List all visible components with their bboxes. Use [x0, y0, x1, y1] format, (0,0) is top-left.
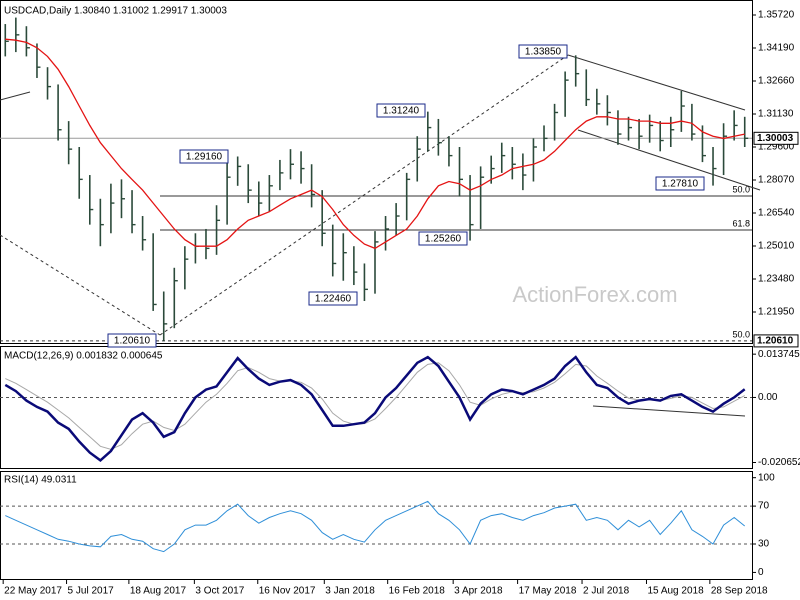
price-label: 1.30003: [757, 133, 794, 144]
x-tick-label: 5 Jul 2017: [68, 586, 115, 597]
indicator-line: [5, 500, 746, 553]
y-tick-label: 1.26540: [758, 208, 795, 219]
x-tick-label: 3 Oct 2017: [195, 586, 244, 597]
y-tick-label: 100: [758, 472, 775, 483]
x-tick-label: 22 May 2017: [4, 586, 62, 597]
y-tick-label: 0.00: [758, 392, 778, 403]
price-label-box: [753, 334, 799, 348]
y-tick-label: 1.25010: [758, 241, 795, 252]
x-tick-label: 3 Jan 2018: [325, 586, 375, 597]
annotation: 1.31240: [383, 106, 420, 117]
indicator-line: [5, 362, 745, 450]
x-tick-label: 18 Aug 2017: [130, 586, 187, 597]
x-tick-label: 16 Nov 2017: [259, 586, 316, 597]
indicator-line: [4, 355, 746, 463]
fib-label: 50.0: [732, 329, 750, 339]
y-tick-label: 30: [758, 539, 770, 550]
x-tick-label: 17 May 2018: [519, 586, 577, 597]
annotation: 1.22460: [315, 294, 352, 305]
watermark: ActionForex.com: [512, 282, 677, 307]
y-tick-label: 1.28070: [758, 175, 795, 186]
trend-line: [0, 91, 31, 101]
moving-average: [5, 38, 745, 250]
channel-lower: [577, 129, 761, 191]
x-tick-label: 3 Apr 2018: [454, 586, 503, 597]
y-tick-label: 1.35720: [758, 10, 795, 21]
y-tick-label: -0.020652: [758, 457, 800, 468]
y-tick-label: 1.34190: [758, 43, 795, 54]
y-tick-label: 0.013745: [758, 349, 800, 360]
annotation: 1.20610: [114, 336, 151, 347]
y-tick-label: 1.31130: [758, 109, 794, 120]
macd-trend-line: [592, 405, 746, 417]
panel-title: RSI(14) 49.0311: [4, 475, 77, 486]
annotation-box: [107, 333, 157, 348]
x-tick-label: 2 Jul 2018: [583, 586, 630, 597]
panel-title: MACD(12,26,9) 0.001832 0.000645: [4, 351, 163, 362]
y-tick-label: 1.32660: [758, 76, 795, 87]
panel-title: USDCAD,Daily 1.30840 1.31002 1.29917 1.3…: [4, 6, 227, 17]
x-tick-label: 28 Sep 2018: [711, 586, 768, 597]
annotation-box: [179, 149, 229, 164]
y-tick-label: 1.29600: [758, 142, 795, 153]
x-tick-label: 15 Aug 2018: [647, 586, 704, 597]
y-tick-label: 70: [758, 501, 770, 512]
annotation-box: [655, 176, 705, 191]
y-tick-label: 0: [758, 567, 764, 578]
annotation: 1.27810: [662, 179, 699, 190]
fib-label: 61.8: [732, 218, 750, 228]
fib-label: 50.0: [732, 184, 750, 194]
annotation-box: [376, 103, 426, 118]
price-panel-frame: [0, 0, 753, 344]
y-tick-label: 1.23480: [758, 274, 795, 285]
price-label-box: [753, 131, 799, 145]
trend-line-dashed: [0, 234, 161, 336]
channel-upper: [567, 54, 746, 111]
rsi-panel-frame: [0, 471, 753, 580]
y-tick-label: 1.21950: [758, 307, 795, 318]
annotation-box: [308, 291, 358, 306]
annotation: 1.25260: [425, 234, 462, 245]
price-label: 1.20610: [757, 336, 794, 347]
x-tick-label: 16 Feb 2018: [389, 586, 446, 597]
annotation-box: [518, 44, 568, 59]
annotation: 1.29160: [186, 152, 223, 163]
trend-line-dashed: [159, 54, 569, 336]
macd-panel-frame: [0, 346, 753, 469]
annotation: 1.33850: [525, 47, 562, 58]
annotation-box: [418, 231, 468, 246]
